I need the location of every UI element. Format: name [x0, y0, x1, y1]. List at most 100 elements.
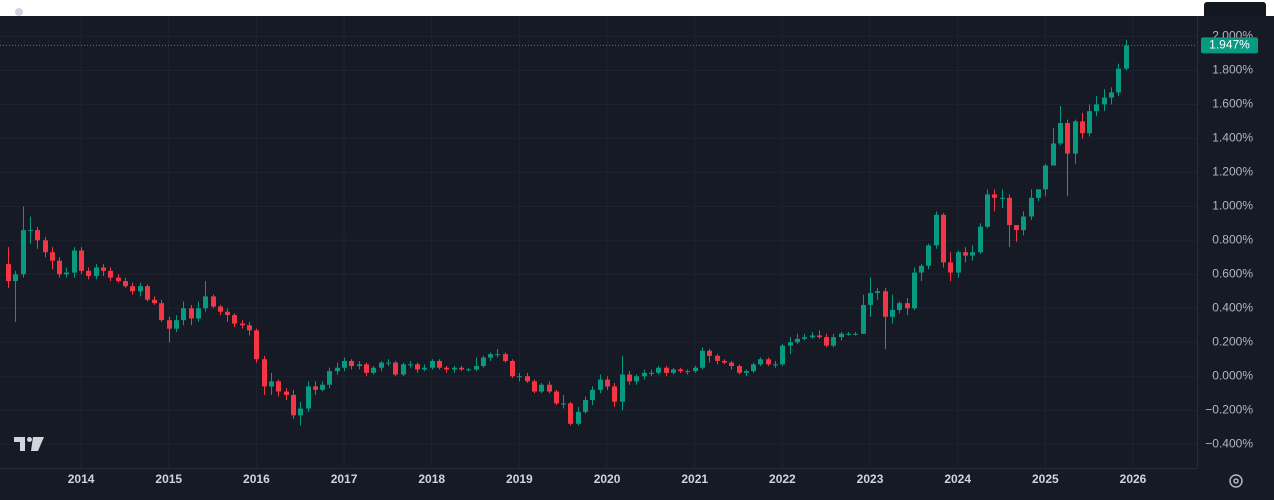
- candle-body: [510, 360, 515, 377]
- settings-button[interactable]: [1229, 474, 1243, 488]
- candle-body: [203, 296, 208, 309]
- candle-body: [627, 374, 632, 382]
- candle-body: [612, 386, 617, 402]
- candle-body: [773, 364, 778, 366]
- candle-body: [685, 371, 690, 373]
- header-icon: [15, 8, 23, 16]
- candle-body: [342, 360, 347, 368]
- candle-body: [737, 366, 742, 373]
- candle-body: [1087, 111, 1092, 134]
- candle-body: [232, 315, 237, 324]
- logo-part: [31, 437, 44, 451]
- candle-body: [130, 286, 135, 292]
- candle-body: [35, 230, 40, 241]
- candle-body: [978, 226, 983, 253]
- candle-body: [941, 214, 946, 263]
- candle-body: [181, 308, 186, 321]
- candle-body: [401, 364, 406, 375]
- candle-body: [547, 384, 552, 392]
- candle-body: [634, 376, 639, 382]
- y-tick-label: 0.400%: [1212, 300, 1253, 314]
- x-tick-label: 2018: [418, 472, 445, 486]
- x-tick-label: 2017: [331, 472, 358, 486]
- candle-body: [313, 386, 318, 390]
- candle-body: [452, 367, 457, 370]
- candle-body: [379, 362, 384, 368]
- candle-body: [1080, 121, 1085, 134]
- candle-body: [532, 381, 537, 392]
- candle-body: [568, 403, 573, 424]
- candle-body: [6, 264, 11, 282]
- axis-labels: −0.400% −0.200% 0.000% 0.200% 0.400% 0.600% 0.…: [68, 29, 1258, 486]
- candle-body: [642, 372, 647, 377]
- candle-body: [583, 400, 588, 412]
- candle-body: [554, 391, 559, 404]
- candle-body: [875, 291, 880, 293]
- candle-body: [437, 360, 442, 368]
- candle-body: [810, 335, 815, 338]
- gear-outline: [1229, 474, 1243, 488]
- candle-body: [335, 367, 340, 372]
- candle-body: [21, 230, 26, 275]
- candle-body: [488, 354, 493, 358]
- candle-body: [196, 308, 201, 319]
- candle-body: [1029, 197, 1034, 217]
- candle-body: [1014, 225, 1019, 231]
- grid: [0, 16, 1197, 468]
- top-button[interactable]: [1204, 2, 1266, 20]
- candle-body: [481, 357, 486, 367]
- candle-body: [101, 267, 106, 271]
- y-tick-label: 0.000%: [1212, 368, 1253, 382]
- candle-body: [1065, 123, 1070, 154]
- candle-body: [1094, 104, 1099, 112]
- x-tick-label: 2025: [1032, 472, 1059, 486]
- candle-body: [722, 360, 727, 363]
- candle-body: [393, 362, 398, 375]
- candle-body: [306, 386, 311, 409]
- candle-body: [1124, 45, 1129, 69]
- candle-body: [108, 270, 113, 278]
- candle-body: [349, 360, 354, 367]
- candle-body: [963, 252, 968, 256]
- candle-body: [247, 325, 252, 331]
- candle-body: [985, 194, 990, 227]
- candle-body: [116, 277, 121, 282]
- candle-body: [846, 333, 851, 335]
- candle-body: [831, 337, 836, 346]
- candle-body: [284, 391, 289, 395]
- candle-body: [64, 272, 69, 275]
- candle-body: [357, 364, 362, 367]
- candle-body: [415, 364, 420, 370]
- candle-body: [86, 270, 91, 276]
- candle-body: [649, 372, 654, 374]
- y-tick-label: 0.800%: [1212, 232, 1253, 246]
- candle-body: [218, 306, 223, 312]
- candle-body: [919, 265, 924, 273]
- x-tick-label: 2023: [857, 472, 884, 486]
- candle-body: [1109, 92, 1114, 98]
- chart-background: [0, 16, 1274, 500]
- candle-body: [57, 260, 62, 275]
- candle-body: [707, 350, 712, 356]
- candle-body: [1021, 216, 1026, 231]
- candle-body: [926, 245, 931, 266]
- candle-body: [225, 311, 230, 316]
- x-tick-label: 2019: [506, 472, 533, 486]
- candle-body: [364, 364, 369, 373]
- candle-body: [152, 299, 157, 304]
- candle-body: [605, 379, 610, 387]
- candle-body: [28, 230, 33, 232]
- candle-body: [1000, 197, 1005, 199]
- candle-body: [802, 337, 807, 339]
- candle-body: [1036, 189, 1041, 198]
- candle-body: [868, 292, 873, 305]
- candle-body: [883, 291, 888, 317]
- candle-body: [503, 354, 508, 361]
- candle-body: [298, 408, 303, 416]
- candle-body: [138, 286, 143, 292]
- candle-body: [656, 367, 661, 373]
- candle-body: [1073, 121, 1078, 154]
- candle-body: [291, 394, 296, 416]
